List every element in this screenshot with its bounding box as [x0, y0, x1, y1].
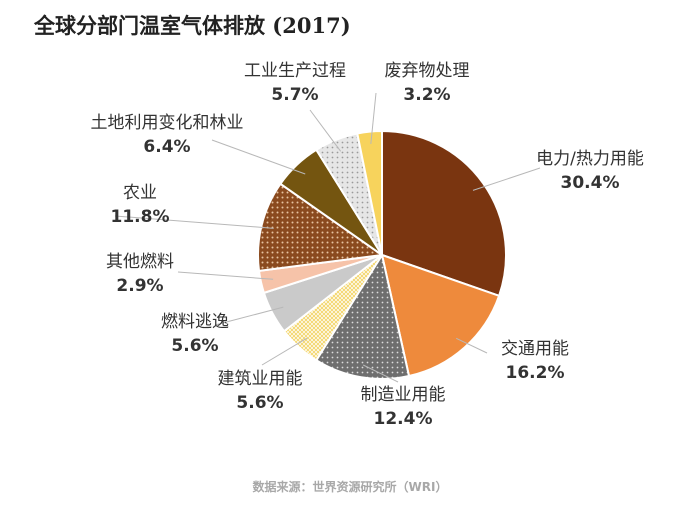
- leader-line: [362, 364, 399, 383]
- slice-value-label: 5.6%: [236, 393, 283, 413]
- pie-slice: [257, 182, 385, 273]
- slice-category-label: 土地利用变化和林业: [91, 113, 244, 133]
- slice-value-label: 16.2%: [506, 363, 565, 383]
- leader-line: [214, 306, 284, 326]
- slice-value-label: 11.8%: [111, 207, 170, 227]
- pie-slice: [381, 129, 507, 298]
- pie-slice: [356, 129, 383, 256]
- pie-slice: [380, 253, 501, 378]
- slice-category-label: 交通用能: [501, 339, 569, 359]
- data-source-note: 数据来源：世界资源研究所（WRI）: [252, 480, 448, 494]
- slice-value-label: 12.4%: [374, 409, 433, 429]
- slice-value-label: 3.2%: [403, 85, 450, 105]
- slice-category-label: 建筑业用能: [218, 369, 303, 389]
- slice-category-label: 废弃物处理: [385, 61, 470, 81]
- slice-category-label: 电力/热力用能: [536, 149, 644, 169]
- leader-line: [455, 337, 488, 354]
- leader-line: [472, 167, 541, 191]
- leader-line: [177, 271, 274, 280]
- slice-category-label: 农业: [123, 183, 157, 203]
- leader-line: [211, 139, 306, 175]
- chart-title: 全球分部门温室气体排放 (2017): [34, 13, 351, 38]
- slice-category-label: 工业生产过程: [244, 61, 346, 81]
- slice-category-label: 燃料逃逸: [161, 312, 229, 332]
- leader-line: [309, 109, 342, 152]
- slice-value-label: 5.7%: [271, 85, 318, 105]
- leader-line: [114, 215, 274, 229]
- leader-line: [370, 92, 377, 145]
- leader-line: [261, 337, 308, 366]
- slice-value-label: 30.4%: [561, 173, 620, 193]
- slice-value-label: 5.6%: [171, 336, 218, 356]
- slice-category-label: 制造业用能: [361, 385, 446, 405]
- slice-value-label: 2.9%: [116, 276, 163, 296]
- pie-slice: [314, 252, 411, 381]
- slice-category-label: 其他燃料: [106, 252, 174, 272]
- slice-value-label: 6.4%: [143, 137, 190, 157]
